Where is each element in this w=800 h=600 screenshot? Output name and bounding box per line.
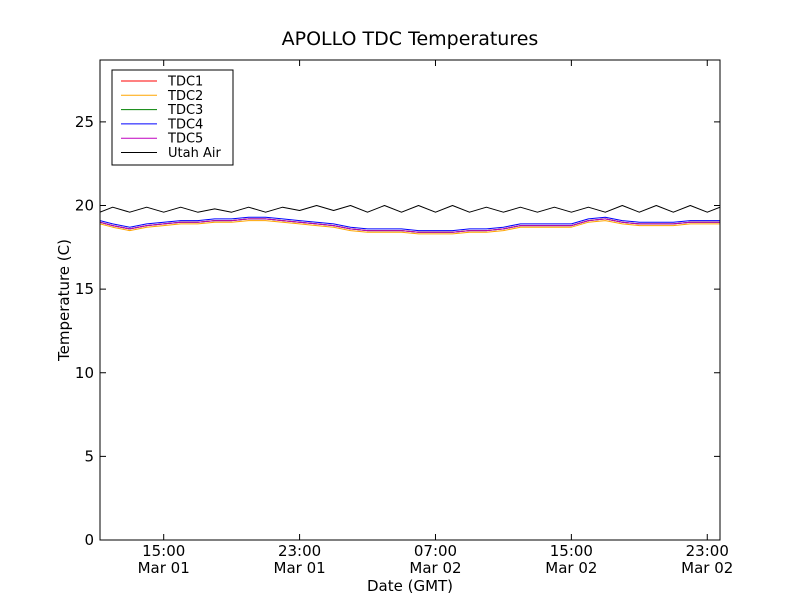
y-tick-label: 15 (75, 280, 94, 298)
series-line-tdc4 (100, 216, 720, 232)
series-line-tdc2 (100, 220, 720, 235)
x-tick-time-label: 15:00 (550, 542, 593, 560)
y-axis-label: Temperature (C) (55, 239, 73, 362)
x-tick-date-label: Mar 01 (138, 559, 190, 577)
y-tick-label: 20 (75, 197, 94, 215)
series-layer (100, 205, 720, 235)
legend-label: TDC3 (167, 103, 203, 118)
x-tick-date-label: Mar 02 (681, 559, 733, 577)
legend-frame (111, 69, 234, 166)
legend-label: TDC5 (167, 132, 203, 147)
y-tick-label: 10 (75, 364, 94, 382)
series-line-tdc5 (100, 218, 720, 233)
y-tick-label: 25 (75, 113, 94, 131)
legend-label: TDC4 (167, 117, 203, 132)
chart-title: APOLLO TDC Temperatures (282, 28, 539, 50)
x-tick-time-label: 23:00 (686, 542, 729, 560)
series-line-utah-air (100, 205, 720, 213)
x-tick-date-label: Mar 01 (274, 559, 326, 577)
x-axis-label: Date (GMT) (367, 577, 453, 595)
x-tick-time-label: 07:00 (414, 542, 457, 560)
legend-label: Utah Air (168, 146, 221, 161)
legend-label: TDC1 (167, 75, 203, 90)
x-tick-date-label: Mar 02 (409, 559, 461, 577)
y-tick-label: 0 (84, 531, 94, 549)
plot-area (100, 205, 720, 235)
legend-label: TDC2 (167, 89, 203, 104)
x-tick-time-label: 15:00 (142, 542, 185, 560)
plot-frame (99, 59, 721, 541)
x-tick-date-label: Mar 02 (545, 559, 597, 577)
x-tick-time-label: 23:00 (278, 542, 321, 560)
y-tick-label: 5 (84, 447, 94, 465)
